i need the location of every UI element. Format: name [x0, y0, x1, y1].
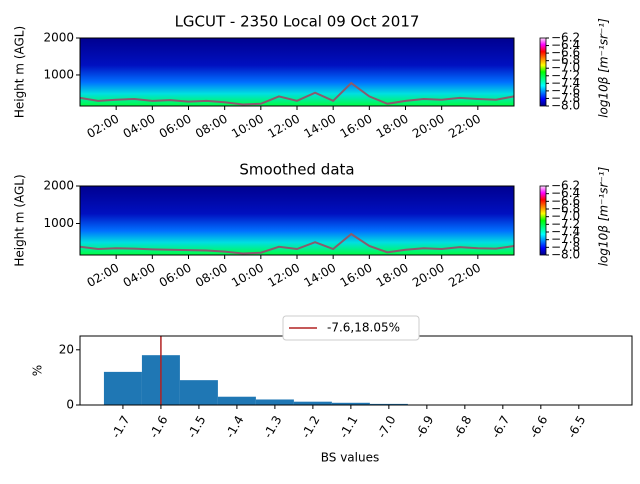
x-tick-label: 16:00: [338, 112, 375, 141]
x-tick-label: 10:00: [229, 112, 266, 141]
x-tick-label: -6.6: [527, 413, 551, 440]
x-tick-label: -6.5: [565, 413, 589, 440]
y-tick-label: 1000: [43, 216, 74, 230]
x-tick-label: 10:00: [229, 261, 266, 290]
bar: [104, 372, 142, 405]
x-tick-label: 08:00: [193, 261, 230, 290]
x-tick-label: -6.7: [489, 413, 513, 440]
x-tick-label: 06:00: [157, 112, 194, 141]
colorbar: [540, 186, 546, 255]
colorbar-label: log10β [m⁻¹sr⁻¹]: [597, 18, 611, 118]
x-tick-label: -1.5: [185, 413, 209, 440]
x-tick-label: -6.9: [413, 413, 437, 440]
x-tick-label: 18:00: [374, 112, 411, 141]
x-tick-label: 14:00: [301, 261, 338, 290]
y-axis-label: %: [31, 365, 45, 376]
x-tick-label: -1.6: [147, 413, 171, 440]
y-tick-label: 20: [59, 342, 74, 356]
colorbar: [540, 38, 546, 106]
x-tick-label: -6.8: [451, 413, 475, 440]
x-tick-label: 16:00: [338, 261, 375, 290]
x-axis-label: BS values: [321, 451, 379, 465]
colorbar-label: log10β [m⁻¹sr⁻¹]: [597, 166, 611, 266]
x-tick-label: 06:00: [157, 261, 194, 290]
legend-label: -7.6,18.05%: [327, 321, 400, 335]
y-tick-label: 0: [66, 398, 74, 412]
chart-title: LGCUT - 2350 Local 09 Oct 2017: [175, 13, 420, 31]
bar: [218, 397, 256, 405]
x-tick-label: 04:00: [121, 261, 158, 290]
y-axis-label: Height m (AGL): [13, 26, 27, 118]
heatmap-field: [80, 38, 514, 106]
x-tick-label: -1.1: [337, 413, 361, 440]
x-tick-label: -1.3: [261, 413, 285, 440]
x-tick-label: -7.0: [375, 413, 399, 440]
colorbar-tick-label: −6.2: [551, 179, 580, 193]
x-tick-label: 22:00: [446, 112, 483, 141]
y-axis-label: Height m (AGL): [13, 174, 27, 266]
x-tick-label: 20:00: [410, 112, 447, 141]
x-tick-label: -1.2: [299, 413, 323, 440]
colorbar-tick-label: −6.2: [551, 31, 580, 45]
x-tick-label: 08:00: [193, 112, 230, 141]
chart-title: Smoothed data: [239, 161, 354, 179]
x-tick-label: 14:00: [301, 112, 338, 141]
x-tick-label: 02:00: [84, 261, 121, 290]
x-tick-label: 18:00: [374, 261, 411, 290]
x-tick-label: -1.4: [223, 413, 247, 440]
bar: [180, 380, 218, 405]
bar: [256, 399, 294, 405]
x-tick-label: 12:00: [265, 261, 302, 290]
x-tick-label: 20:00: [410, 261, 447, 290]
x-tick-label: 04:00: [121, 112, 158, 141]
y-tick-label: 1000: [43, 67, 74, 81]
y-tick-label: 2000: [43, 179, 74, 193]
x-tick-label: 22:00: [446, 261, 483, 290]
x-tick-label: 02:00: [84, 112, 121, 141]
y-tick-label: 2000: [43, 31, 74, 45]
x-tick-label: -1.7: [109, 413, 133, 440]
heatmap-field: [80, 186, 514, 255]
x-tick-label: 12:00: [265, 112, 302, 141]
